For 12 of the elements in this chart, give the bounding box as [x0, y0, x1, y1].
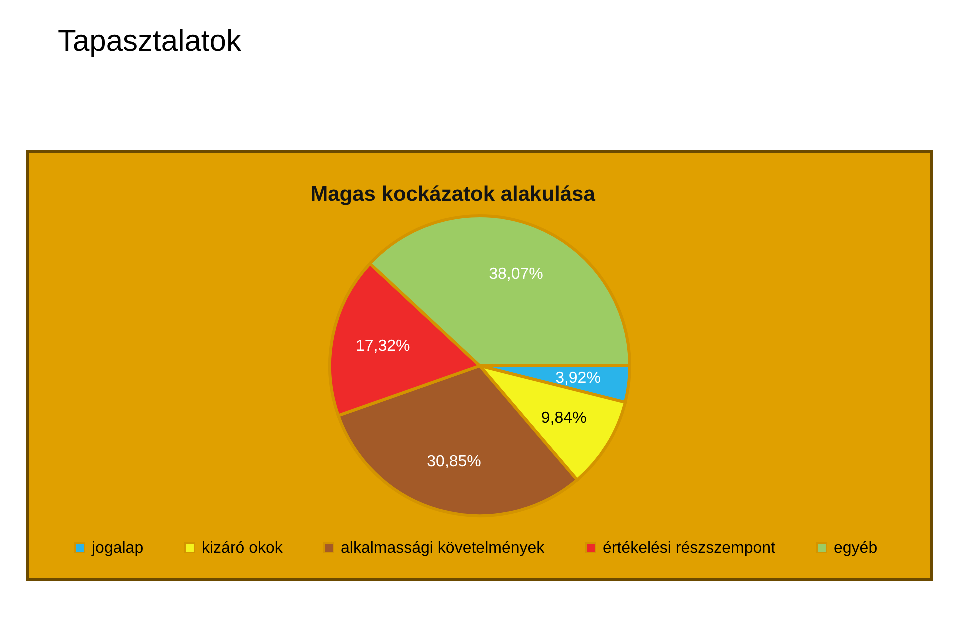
- chart-title: Magas kockázatok alakulása: [310, 183, 596, 206]
- legend-label: alkalmassági követelmények: [341, 540, 546, 557]
- legend-label: kizáró okok: [202, 540, 284, 557]
- data-label: 3,92%: [556, 370, 601, 388]
- data-label: 38,07%: [489, 266, 544, 283]
- text: Tapasztalatok: [58, 25, 242, 58]
- legend-label: értékelési részszempont: [603, 540, 776, 557]
- legend-label: jogalap: [91, 540, 144, 557]
- data-label: 9,84%: [541, 410, 587, 428]
- data-label: 30,85%: [427, 454, 482, 471]
- data-label: 17,32%: [356, 338, 410, 355]
- legend-label: egyéb: [834, 540, 878, 557]
